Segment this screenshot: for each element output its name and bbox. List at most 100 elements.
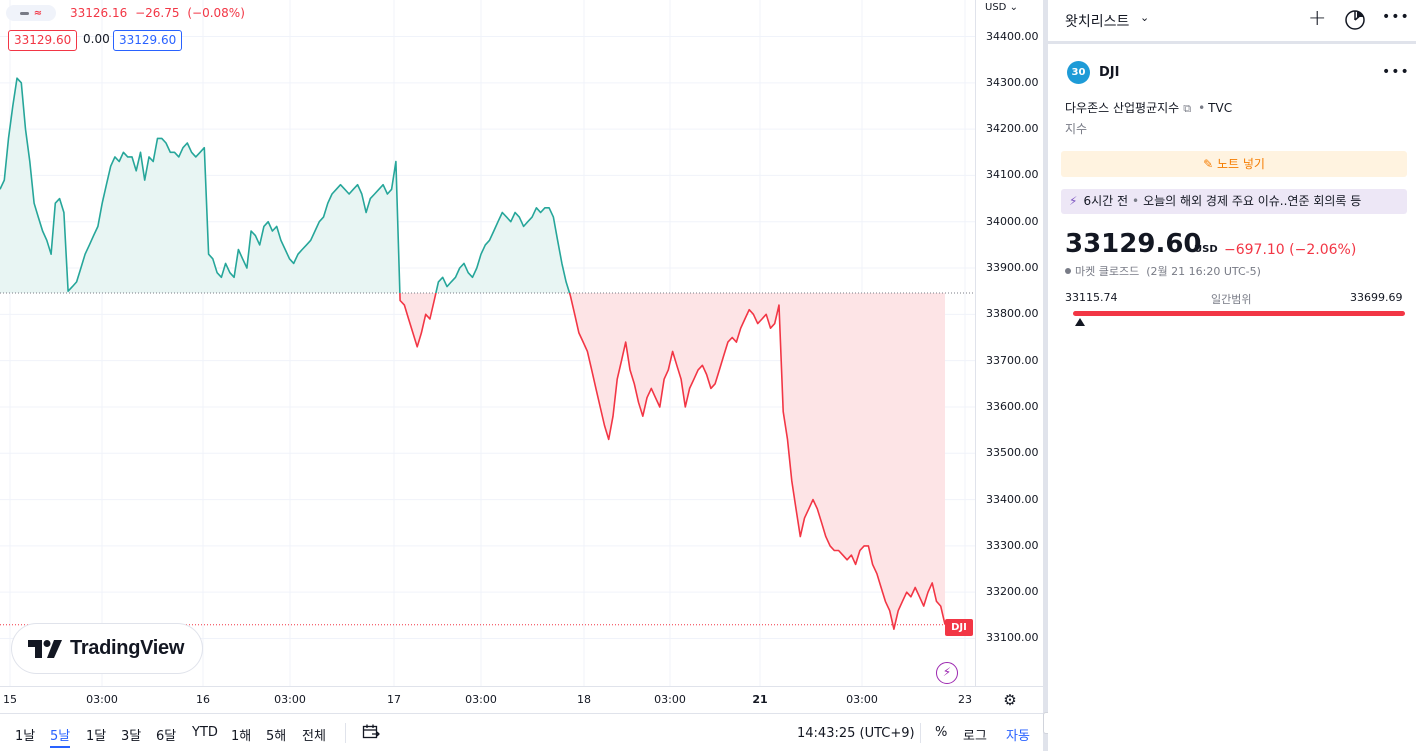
time-axis[interactable]: ⚙ 15 03:00 16 03:00 17 03:00 18 03:00 21 03:00 23	[0, 686, 1043, 712]
time-tick-label: 03:00	[846, 693, 878, 706]
price-tick-label: 34200.00	[986, 122, 1039, 136]
percent-scale-button[interactable]: %	[935, 725, 948, 740]
time-tick-label: 17	[387, 693, 401, 706]
time-tick-label: 23	[958, 693, 972, 706]
series-line-up	[0, 77, 571, 294]
exchange-name: TVC	[1208, 101, 1233, 115]
wave-icon: ≈	[33, 7, 43, 19]
pie-chart-icon[interactable]	[1344, 9, 1366, 35]
range-3m[interactable]: 3달	[121, 729, 142, 744]
watchlist-header: 왓치리스트 ⌄ + •••	[1048, 0, 1416, 44]
legend-change-pct: (−0.08%)	[187, 6, 245, 20]
price-change-value: −697.10	[1224, 242, 1285, 258]
chevron-down-icon: ⌄	[1009, 2, 1018, 13]
time-tick-label: 21	[752, 693, 768, 706]
symbol-description: 다우존스 산업평균지수 ⧉ • TVC	[1065, 99, 1232, 116]
time-tick-label: 03:00	[86, 693, 118, 706]
price-chart[interactable]	[0, 0, 975, 686]
time-tick-label: 18	[577, 693, 591, 706]
lightning-icon[interactable]: ⚡	[936, 662, 958, 684]
price-tick-label: 33600.00	[986, 399, 1039, 413]
collapse-icon	[19, 11, 29, 15]
auto-scale-button[interactable]: 자동	[1006, 729, 1030, 744]
price-tick-label: 34100.00	[986, 168, 1039, 182]
time-tick-label: 03:00	[465, 693, 497, 706]
tradingview-logo[interactable]: TradingView	[12, 624, 202, 673]
current-price-marker-icon	[1074, 318, 1085, 326]
price-tick-label: 33700.00	[986, 353, 1039, 367]
price-tick-label: 33100.00	[986, 631, 1039, 645]
day-range-high: 33699.69	[1350, 291, 1403, 304]
tradingview-logo-text: TradingView	[70, 637, 185, 659]
symbol-logo: 30	[1067, 61, 1090, 84]
news-headline[interactable]: ⚡ 6시간 전 • 오늘의 해외 경제 주요 이슈..연준 회의록 등	[1061, 189, 1407, 214]
chevron-down-icon[interactable]: ⌄	[1140, 11, 1150, 24]
symbol-price-tag: DJI	[945, 619, 973, 636]
legend-toggle[interactable]: ≈	[6, 5, 56, 21]
symbol-full-name[interactable]: 다우존스 산업평균지수	[1065, 101, 1180, 115]
gear-icon[interactable]: ⚙	[1003, 691, 1017, 709]
time-tick-label: 16	[196, 693, 210, 706]
tradingview-logo-icon	[28, 639, 62, 658]
price-change: −697.10 (−2.06%)	[1224, 242, 1356, 258]
range-5y[interactable]: 5해	[266, 729, 287, 744]
symbol-name[interactable]: DJI	[1099, 65, 1120, 80]
price-tick-label: 33900.00	[986, 261, 1039, 275]
price-axis[interactable]: USD ⌄ 34400.00 34300.00 34200.00 34100.00 34…	[975, 0, 1043, 686]
range-1m[interactable]: 1달	[86, 729, 107, 744]
divider	[345, 723, 346, 743]
add-note-label: 노트 넣기	[1216, 157, 1265, 171]
news-title: 오늘의 해외 경제 주요 이슈..연준 회의록 등	[1143, 194, 1362, 208]
currency-label: USD	[985, 2, 1007, 13]
clock-timezone[interactable]: 14:43:25 (UTC+9)	[797, 726, 915, 741]
time-tick-label: 03:00	[274, 693, 306, 706]
last-price: 33129.60	[1065, 229, 1202, 259]
day-range-bar	[1073, 311, 1405, 316]
more-icon[interactable]: •••	[1382, 64, 1410, 80]
log-scale-button[interactable]: 로그	[963, 729, 987, 744]
bid-price-box[interactable]: 33129.60	[8, 30, 78, 51]
market-status-time: (2월 21 16:20 UTC-5)	[1146, 265, 1261, 278]
separator-dot: •	[1198, 101, 1206, 115]
price-tick-label: 33800.00	[986, 307, 1039, 321]
panel-splitter[interactable]	[1043, 0, 1048, 751]
day-range-label: 일간범위	[1211, 293, 1252, 306]
lightning-icon: ⚡	[1069, 194, 1078, 208]
price-tick-label: 34300.00	[986, 75, 1039, 89]
legend-last: 33126.16	[70, 6, 128, 20]
range-6m[interactable]: 6달	[156, 729, 177, 744]
more-icon[interactable]: •••	[1382, 9, 1410, 25]
add-symbol-icon[interactable]: +	[1308, 6, 1327, 31]
chart-pane[interactable]: ≈ 33126.16 −26.75 (−0.08%) 33129.60 0.00…	[0, 0, 975, 686]
price-tick-label: 33200.00	[986, 585, 1039, 599]
range-5d[interactable]: 5날	[50, 725, 71, 748]
external-link-icon[interactable]: ⧉	[1183, 102, 1192, 115]
bottom-toolbar: 1날 5날 1달 3달 6달 YTD 1해 5해 전체 14:43:25 (UT…	[0, 713, 1043, 751]
price-tick-label: 33300.00	[986, 538, 1039, 552]
watchlist-panel: 왓치리스트 ⌄ + ••• 30 DJI ••• 다우존스 산업평균지수 ⧉ • TV…	[1048, 0, 1416, 751]
news-time: 6시간 전	[1083, 194, 1129, 208]
separator-dot: •	[1132, 194, 1140, 208]
range-all[interactable]: 전체	[302, 729, 326, 744]
currency-selector[interactable]: USD ⌄	[985, 2, 1018, 13]
day-range-low: 33115.74	[1065, 291, 1118, 304]
divider	[920, 723, 921, 743]
price-currency: USD	[1194, 244, 1218, 255]
legend-values: 33126.16 −26.75 (−0.08%)	[70, 6, 249, 20]
watchlist-title[interactable]: 왓치리스트	[1065, 14, 1130, 30]
price-change-pct: (−2.06%)	[1289, 242, 1357, 258]
add-note-button[interactable]: ✎ 노트 넣기	[1061, 151, 1407, 177]
symbol-type: 지수	[1065, 122, 1088, 136]
market-status: 마켓 클로즈드 (2월 21 16:20 UTC-5)	[1065, 263, 1261, 279]
price-tick-label: 34000.00	[986, 214, 1039, 228]
legend-change: −26.75	[135, 6, 180, 20]
spread-value: 0.00	[83, 32, 110, 46]
range-ytd[interactable]: YTD	[192, 725, 218, 740]
ask-price-box[interactable]: 33129.60	[113, 30, 183, 51]
area-fill-up	[0, 78, 945, 294]
price-tick-label: 33500.00	[986, 446, 1039, 460]
range-1y[interactable]: 1해	[231, 729, 252, 744]
range-1d[interactable]: 1날	[15, 729, 36, 744]
calendar-goto-icon[interactable]	[362, 724, 380, 744]
